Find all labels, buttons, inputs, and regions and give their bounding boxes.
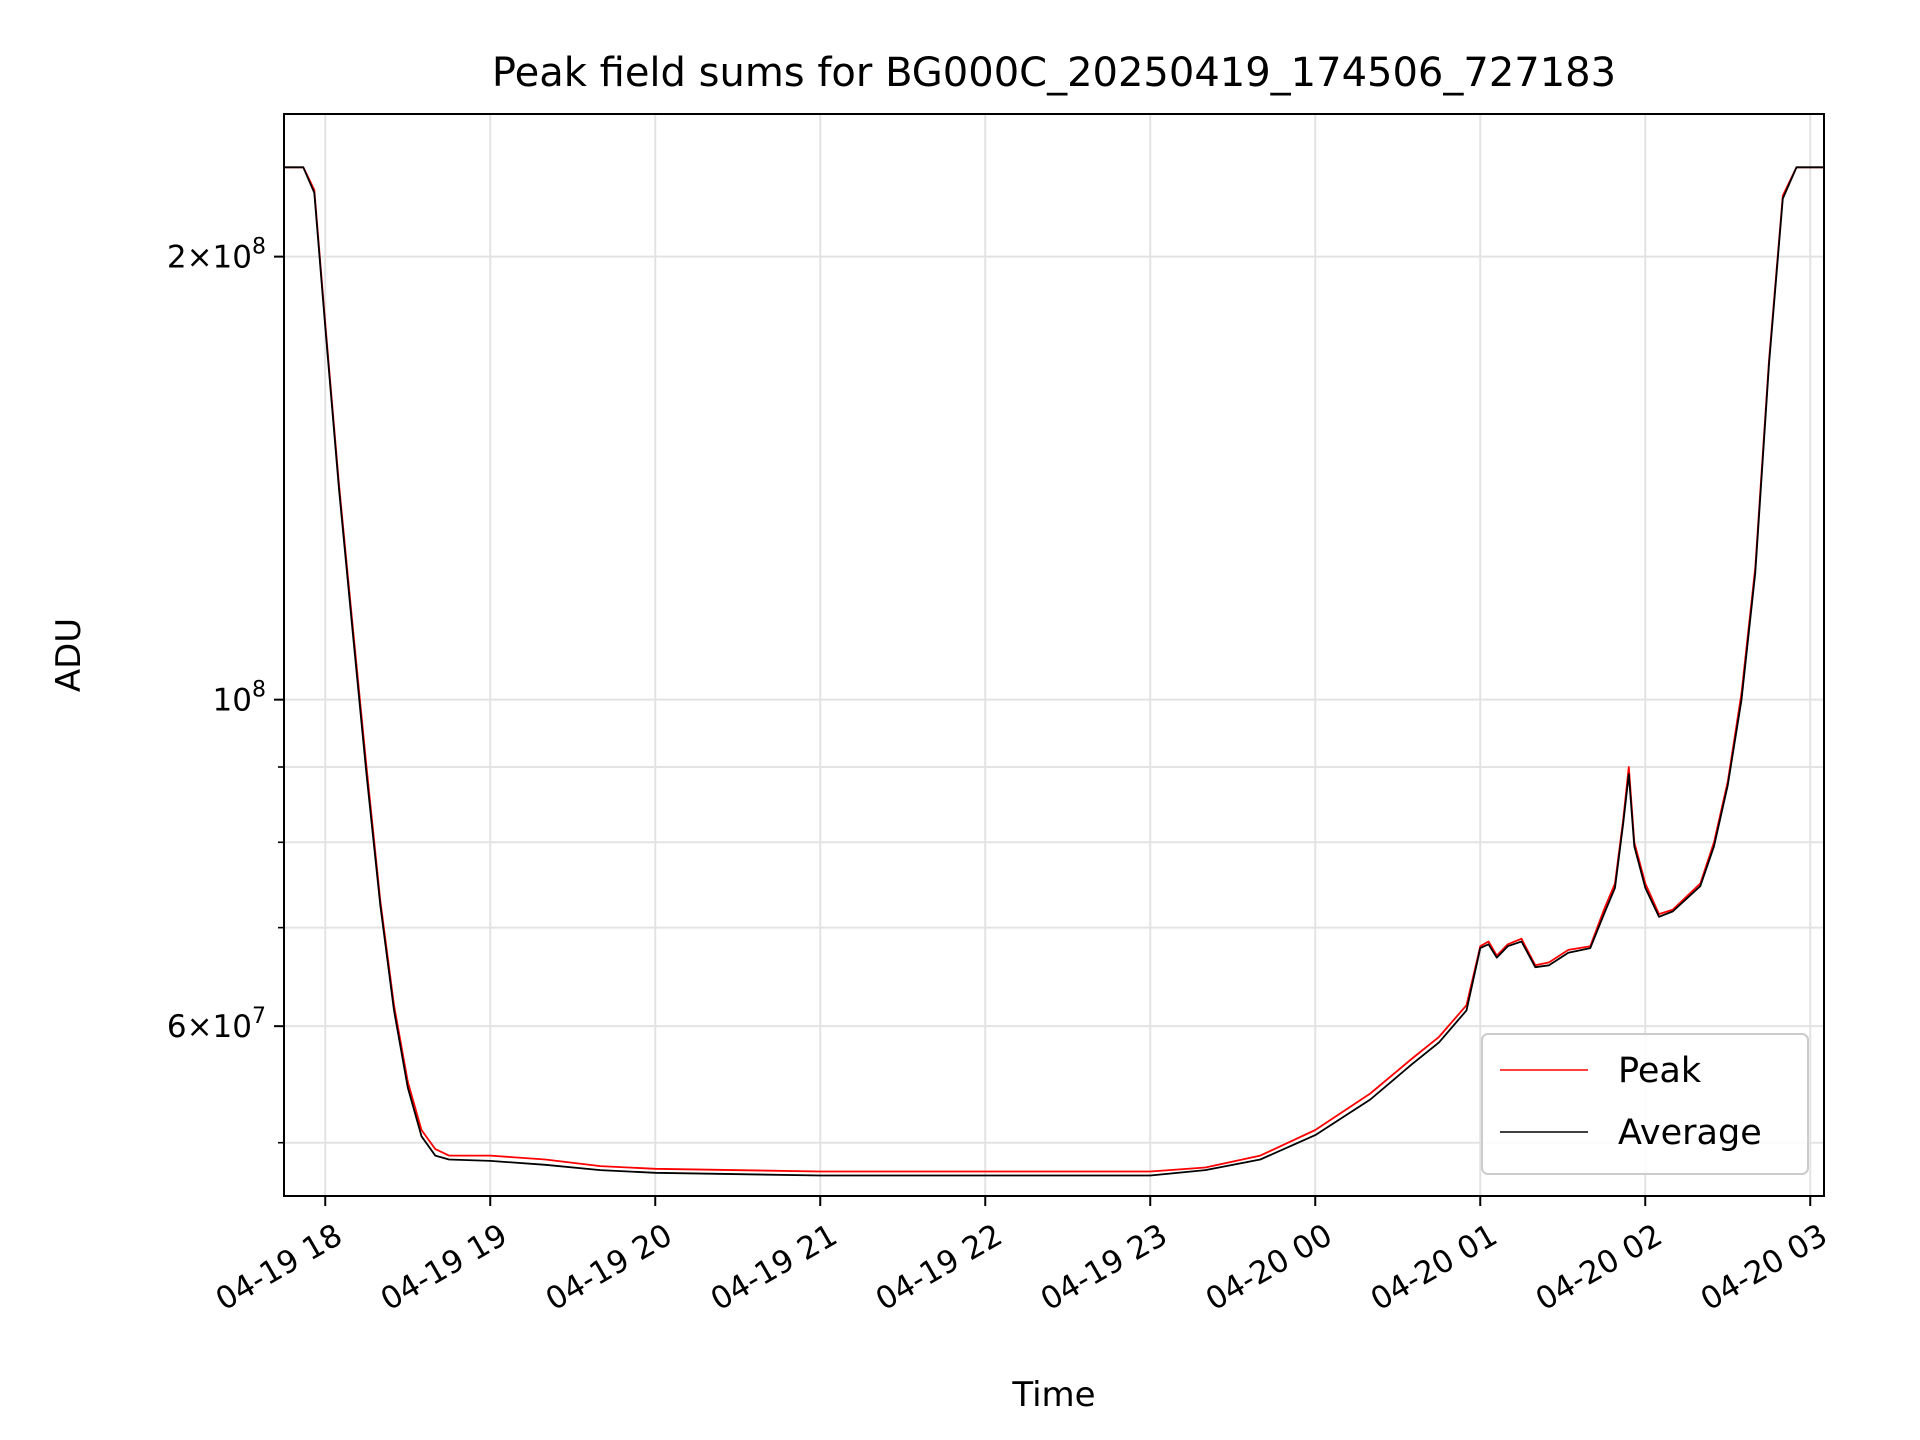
x-axis-label: Time — [1011, 1375, 1095, 1415]
legend-label-peak: Peak — [1618, 1051, 1702, 1091]
x-tick-label: 04-19 19 — [375, 1217, 514, 1318]
x-tick-label: 04-19 20 — [540, 1217, 679, 1318]
y-axis: 6×107 108 2×108 — [167, 235, 284, 1144]
x-tick-label: 04-19 23 — [1035, 1217, 1174, 1318]
series-layer — [284, 166, 1824, 1177]
x-axis: 04-19 18 04-19 19 04-19 20 04-19 21 04-19 22… — [210, 1196, 1834, 1318]
y-tick-label: 6×107 — [167, 1004, 266, 1045]
y-tick-label: 108 — [213, 678, 266, 719]
chart-title: Peak field sums for BG000C_20250419_1745… — [492, 50, 1616, 96]
y-tick-label: 2×108 — [167, 235, 266, 276]
x-tick-label: 04-19 18 — [210, 1217, 349, 1318]
legend: Peak Average — [1481, 1033, 1809, 1175]
x-tick-label: 04-20 02 — [1530, 1217, 1669, 1318]
y-axis-label: ADU — [49, 618, 89, 692]
plot-frame — [283, 113, 1825, 1197]
x-tick-label: 04-20 03 — [1695, 1217, 1834, 1318]
series-line-peak — [284, 166, 1824, 1173]
x-tick-label: 04-19 21 — [705, 1217, 844, 1318]
series-line-average — [284, 166, 1824, 1177]
x-tick-label: 04-19 22 — [870, 1217, 1009, 1318]
x-tick-label: 04-20 00 — [1200, 1217, 1339, 1318]
x-tick-label: 04-20 01 — [1365, 1217, 1504, 1318]
grid — [284, 114, 1824, 1196]
legend-label-average: Average — [1618, 1113, 1762, 1153]
legend-box — [1481, 1033, 1809, 1175]
